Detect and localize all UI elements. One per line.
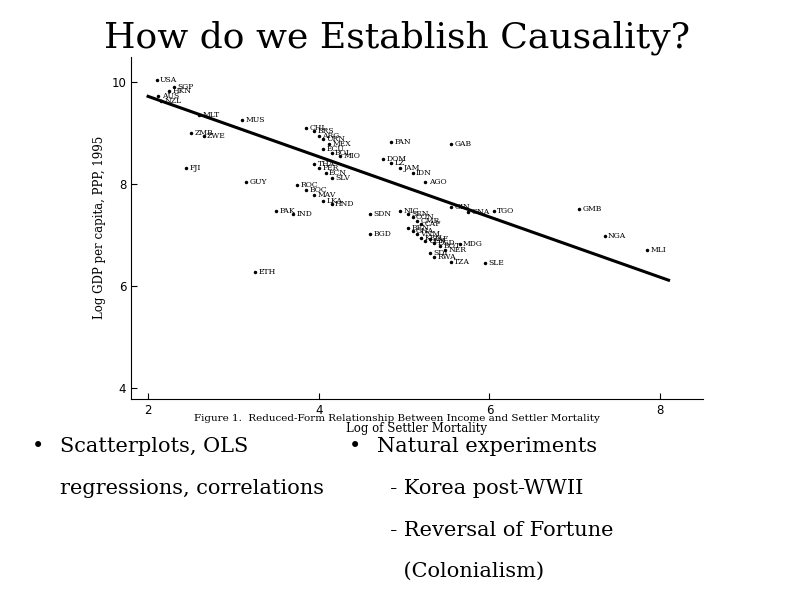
- Text: USA: USA: [160, 76, 177, 83]
- Text: LKA: LKA: [326, 196, 342, 205]
- Text: MDG: MDG: [463, 240, 483, 249]
- Text: EGD: EGD: [437, 239, 455, 247]
- Text: IND: IND: [296, 210, 312, 218]
- Text: - Reversal of Fortune: - Reversal of Fortune: [377, 521, 614, 540]
- Text: MIO: MIO: [344, 152, 360, 160]
- Text: SEN: SEN: [412, 210, 430, 218]
- Text: FJI: FJI: [190, 164, 201, 172]
- Text: IDN: IDN: [416, 169, 432, 177]
- Text: UGA: UGA: [429, 237, 447, 245]
- Text: THA: THA: [318, 160, 335, 168]
- Text: BOC: BOC: [310, 186, 327, 195]
- Text: ARG: ARG: [322, 131, 339, 140]
- Text: CHL: CHL: [310, 124, 326, 132]
- Text: URN: URN: [326, 135, 345, 143]
- Text: NZL: NZL: [164, 98, 181, 105]
- Text: AGO: AGO: [429, 178, 446, 186]
- Text: VNM: VNM: [420, 230, 440, 238]
- Text: •: •: [32, 437, 44, 456]
- Text: Natural experiments: Natural experiments: [377, 437, 597, 456]
- Text: CAF: CAF: [425, 220, 441, 228]
- Text: GIN: GIN: [454, 203, 470, 211]
- Text: BRS: BRS: [318, 127, 334, 134]
- Text: SDN: SDN: [373, 210, 391, 218]
- Text: ECN: ECN: [329, 169, 347, 177]
- Text: MLT: MLT: [202, 111, 220, 119]
- Text: CON: CON: [416, 214, 434, 221]
- Text: MUS: MUS: [245, 117, 265, 124]
- Text: ECU: ECU: [326, 145, 344, 154]
- Text: MEX: MEX: [333, 140, 351, 148]
- Text: ETH: ETH: [258, 268, 276, 276]
- Text: PAK: PAK: [279, 206, 295, 215]
- Text: How do we Establish Causality?: How do we Establish Causality?: [104, 21, 690, 55]
- Text: ZWE: ZWE: [207, 131, 225, 140]
- Text: Scatterplots, OLS: Scatterplots, OLS: [60, 437, 248, 456]
- Text: JAM: JAM: [403, 164, 419, 172]
- Text: SLV: SLV: [335, 174, 350, 182]
- Text: GAB: GAB: [454, 140, 472, 148]
- Text: ROC: ROC: [301, 181, 318, 189]
- Text: GNA: GNA: [472, 208, 490, 216]
- Text: NER: NER: [449, 246, 466, 253]
- X-axis label: Log of Settler Mortality: Log of Settler Mortality: [346, 422, 488, 435]
- Text: DOM: DOM: [386, 155, 407, 162]
- Text: regressions, correlations: regressions, correlations: [60, 479, 323, 498]
- Text: SLE: SLE: [488, 259, 504, 267]
- Text: PAN: PAN: [395, 138, 411, 146]
- Text: TGO: TGO: [497, 206, 515, 215]
- Text: NGA: NGA: [608, 232, 626, 240]
- Text: HKN: HKN: [173, 87, 192, 95]
- Text: NIC: NIC: [403, 206, 418, 215]
- Text: RWA: RWA: [437, 253, 456, 261]
- Text: AUS: AUS: [162, 92, 179, 101]
- Text: BEN: BEN: [412, 224, 430, 231]
- Text: (Colonialism): (Colonialism): [377, 562, 544, 581]
- Text: •: •: [349, 437, 361, 456]
- Y-axis label: Log GDP per capita, PPP, 1995: Log GDP per capita, PPP, 1995: [93, 136, 106, 319]
- Text: BGD: BGD: [373, 230, 391, 238]
- Text: BOL: BOL: [335, 149, 352, 156]
- Text: PER: PER: [322, 164, 338, 172]
- Text: ZAF: ZAF: [433, 236, 449, 243]
- Text: MLI: MLI: [650, 246, 666, 253]
- Text: SDI: SDI: [433, 249, 448, 257]
- Text: - Korea post-WWII: - Korea post-WWII: [377, 479, 584, 498]
- Text: CMR: CMR: [420, 217, 440, 225]
- Text: GUY: GUY: [249, 178, 267, 186]
- Text: GHA: GHA: [416, 227, 434, 235]
- Text: SGP: SGP: [177, 83, 194, 91]
- Text: ZMB: ZMB: [195, 129, 213, 137]
- Text: KEN: KEN: [425, 234, 442, 242]
- Text: Figure 1.  Reduced-Form Relationship Between Income and Settler Mortality: Figure 1. Reduced-Form Relationship Betw…: [194, 414, 600, 422]
- Text: BOT: BOT: [443, 243, 461, 250]
- Text: GMB: GMB: [582, 205, 602, 212]
- Text: TZA: TZA: [454, 258, 470, 266]
- Text: HND: HND: [335, 199, 354, 208]
- Text: LZ: LZ: [395, 159, 405, 167]
- Text: MAV: MAV: [318, 192, 336, 199]
